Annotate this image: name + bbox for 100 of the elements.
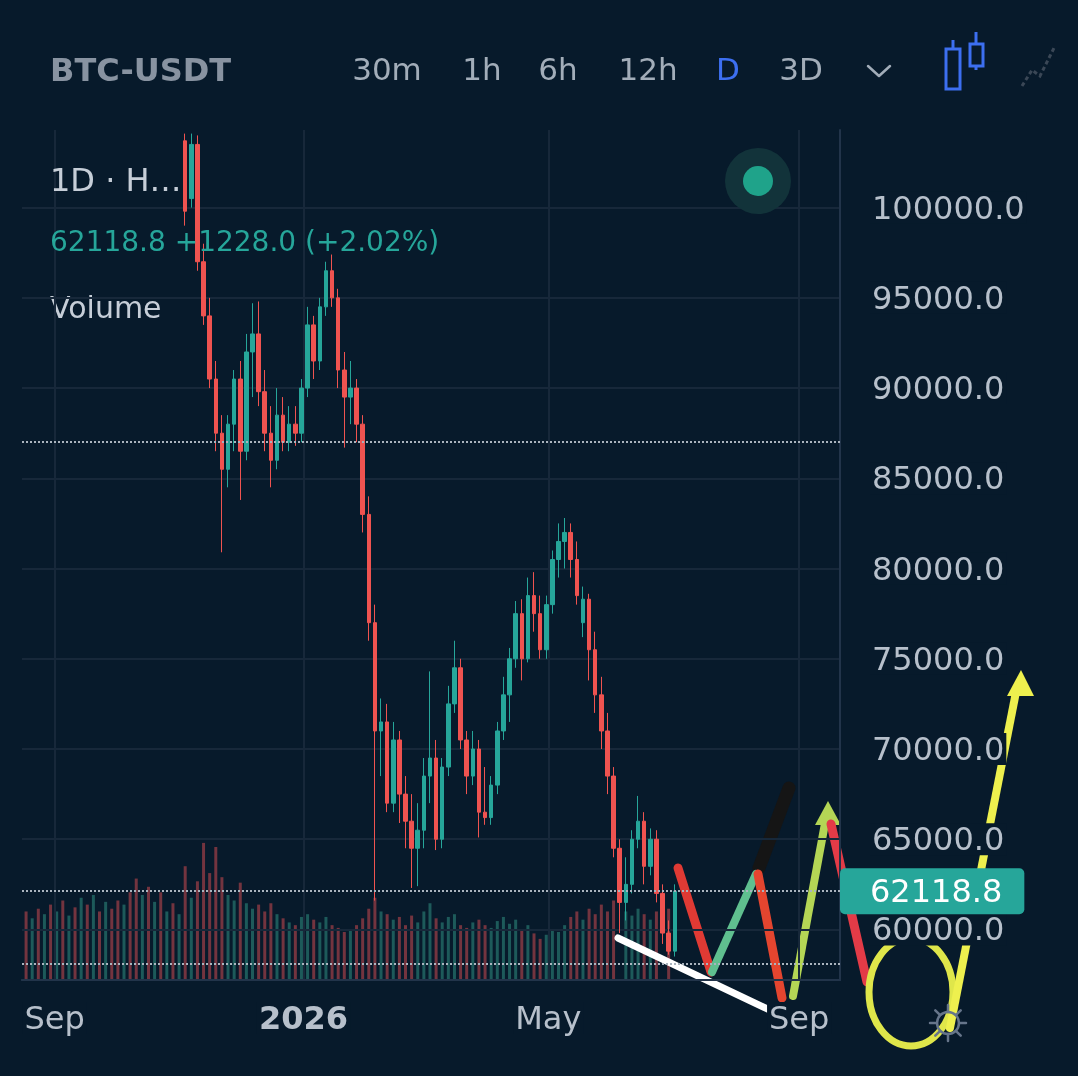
bar — [495, 921, 499, 980]
bar — [459, 925, 463, 980]
candlestick — [415, 802, 420, 887]
candlestick — [440, 757, 444, 849]
bar — [446, 916, 450, 980]
bar — [428, 903, 432, 980]
bar — [293, 925, 297, 980]
bar — [146, 886, 150, 980]
x-tick-label: Sep — [24, 999, 85, 1037]
bar — [195, 881, 199, 980]
text: 30m — [352, 51, 422, 88]
bar — [30, 918, 34, 980]
candlestick — [367, 495, 371, 642]
candlestick — [648, 827, 653, 876]
candlestick — [330, 254, 334, 308]
bar — [61, 900, 65, 980]
ref-line-label: 62118.8 — [870, 872, 1003, 911]
bar — [581, 919, 585, 980]
bar — [520, 930, 524, 980]
bar — [79, 897, 83, 980]
candlestick — [636, 795, 640, 849]
bar — [514, 919, 518, 980]
candlestick — [336, 288, 340, 389]
y-tick-label: 75000.0 — [872, 639, 1005, 678]
text: 6h — [538, 51, 578, 88]
bar — [538, 938, 542, 980]
bar — [128, 892, 132, 980]
bar — [257, 904, 261, 980]
bar — [471, 922, 475, 980]
text: 3D — [779, 51, 823, 88]
bar — [563, 925, 567, 980]
bar — [575, 911, 579, 980]
bar — [593, 914, 597, 980]
bar — [318, 922, 322, 980]
candlestick — [293, 405, 298, 447]
candlestick — [630, 829, 634, 894]
bar — [569, 916, 573, 980]
candlestick — [391, 721, 396, 813]
bar — [98, 911, 102, 980]
bar — [251, 908, 255, 980]
bar — [140, 895, 144, 980]
bar — [385, 914, 389, 980]
bar — [189, 897, 193, 980]
bar — [434, 918, 438, 980]
bar — [501, 916, 505, 980]
bar — [110, 908, 114, 980]
bar — [465, 927, 469, 980]
candlestick — [226, 414, 230, 488]
candlestick — [477, 739, 481, 838]
candlestick — [587, 593, 591, 681]
bar — [226, 895, 230, 980]
candlestick — [471, 730, 475, 786]
bar — [287, 922, 291, 980]
candlestick — [483, 766, 487, 826]
bar — [397, 916, 401, 980]
candlestick — [281, 396, 285, 452]
bar — [355, 925, 359, 980]
bar — [483, 925, 487, 980]
bar — [238, 882, 242, 980]
candlestick — [422, 757, 426, 849]
y-tick-label: 95000.0 — [872, 278, 1005, 317]
bar — [324, 916, 328, 980]
candlestick — [520, 598, 524, 681]
candlestick — [575, 540, 579, 606]
text: D — [716, 51, 740, 88]
candlestick — [220, 414, 224, 553]
bar — [49, 904, 53, 980]
bar — [214, 847, 218, 980]
y-tick-label: 90000.0 — [872, 369, 1005, 408]
text: 12h — [618, 51, 678, 88]
bar — [104, 901, 108, 980]
candlestick — [342, 351, 347, 449]
candlestick — [593, 631, 597, 714]
candlestick — [324, 261, 328, 317]
bar — [208, 873, 212, 980]
candlestick — [318, 297, 322, 371]
bar — [263, 911, 267, 980]
candlestick — [642, 811, 646, 885]
y-tick-label: 60000.0 — [872, 910, 1005, 949]
x-tick-label: Sep — [769, 999, 830, 1037]
bar — [410, 915, 414, 980]
bar — [73, 907, 77, 980]
bar — [605, 911, 609, 980]
text: 1h — [462, 51, 502, 88]
bar — [269, 903, 273, 980]
candlestick — [379, 697, 383, 777]
candlestick — [269, 405, 273, 488]
bar — [422, 911, 426, 980]
bar — [159, 892, 163, 980]
bar — [599, 904, 603, 980]
bar — [183, 866, 187, 980]
bar — [544, 934, 548, 980]
bar — [550, 929, 554, 980]
bar — [489, 927, 493, 980]
bar — [122, 904, 126, 980]
bar — [587, 908, 591, 980]
bar — [42, 914, 46, 980]
bar — [67, 915, 71, 980]
candlestick — [348, 360, 353, 425]
bar — [306, 914, 310, 980]
